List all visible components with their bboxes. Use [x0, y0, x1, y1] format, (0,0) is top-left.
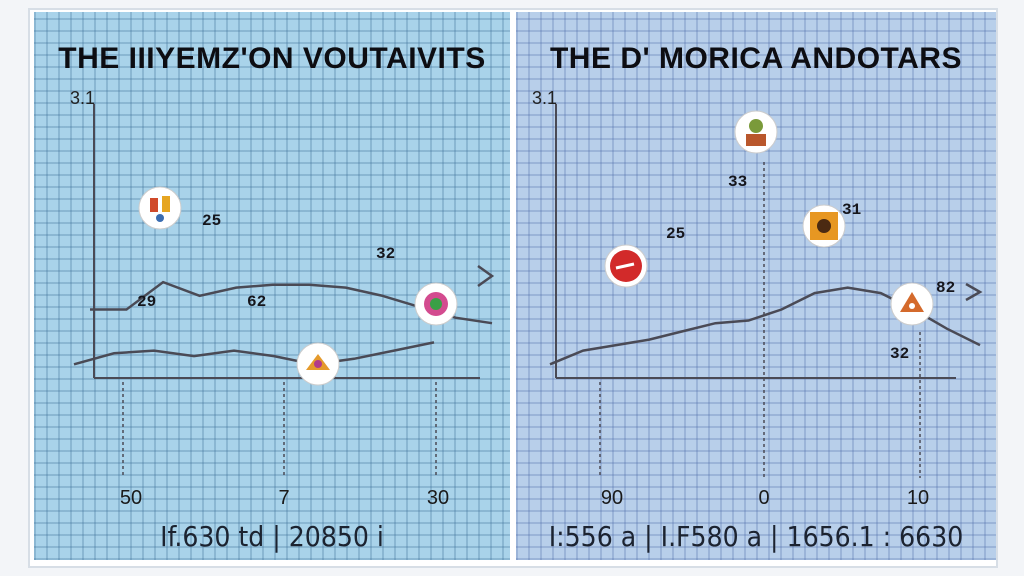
right-annotation: 31: [842, 201, 861, 219]
right-arrowhead: [965, 282, 983, 302]
flower-badge-icon: [414, 282, 458, 326]
left-arrowhead: [477, 264, 495, 288]
right-annotation: 32: [890, 345, 909, 363]
right-data-label: 25: [666, 225, 685, 243]
right-data-label: 82: [936, 279, 955, 297]
right-x-tick: 0: [758, 487, 769, 509]
left-footer: If.630 td | 20850 i: [160, 520, 384, 553]
left-chart-plot: 3.1 50 7 30 25 32 29 62: [70, 88, 495, 509]
right-chart-panel: THE D' MORICA ANDOTARS 3.1 90 0 10 25 82…: [516, 12, 996, 560]
right-chart-title: THE D' MORICA ANDOTARS: [549, 42, 962, 75]
sushi-chef-icon: [734, 110, 778, 154]
right-x-guides: [599, 162, 921, 478]
right-y-top-tick: 3.1: [532, 88, 557, 108]
orange-poster-icon: [802, 204, 846, 248]
right-chart-plot: 3.1 90 0 10 25 82 33 31 32: [532, 88, 983, 509]
mascot-icon: [138, 186, 182, 230]
left-data-label: 29: [137, 293, 156, 311]
red-badge-icon: [604, 244, 648, 288]
left-data-label: 25: [202, 212, 221, 230]
left-x-tick: 50: [120, 487, 142, 509]
left-x-guides: [122, 382, 437, 478]
left-x-tick: 7: [278, 487, 289, 509]
right-x-tick: 90: [601, 487, 623, 509]
left-data-label: 62: [247, 293, 266, 311]
right-x-tick: 10: [907, 487, 929, 509]
left-series-line-2: [73, 341, 435, 366]
left-chart-title: THE IIIYEMZ'ON VOUTAIVITS: [58, 42, 486, 75]
right-footer: I:556 a | I.F580 a | 1656.1 : 6630: [548, 520, 964, 553]
left-chart-panel: THE IIIYEMZ'ON VOUTAIVITS 3.1 50 7 30 25…: [34, 12, 510, 560]
left-x-tick: 30: [427, 487, 449, 509]
right-annotation: 33: [728, 173, 747, 191]
left-data-label: 32: [376, 245, 395, 263]
pizza-character-icon: [890, 282, 934, 326]
crowd-badge-icon: [296, 342, 340, 386]
left-y-top-tick: 3.1: [70, 88, 95, 108]
